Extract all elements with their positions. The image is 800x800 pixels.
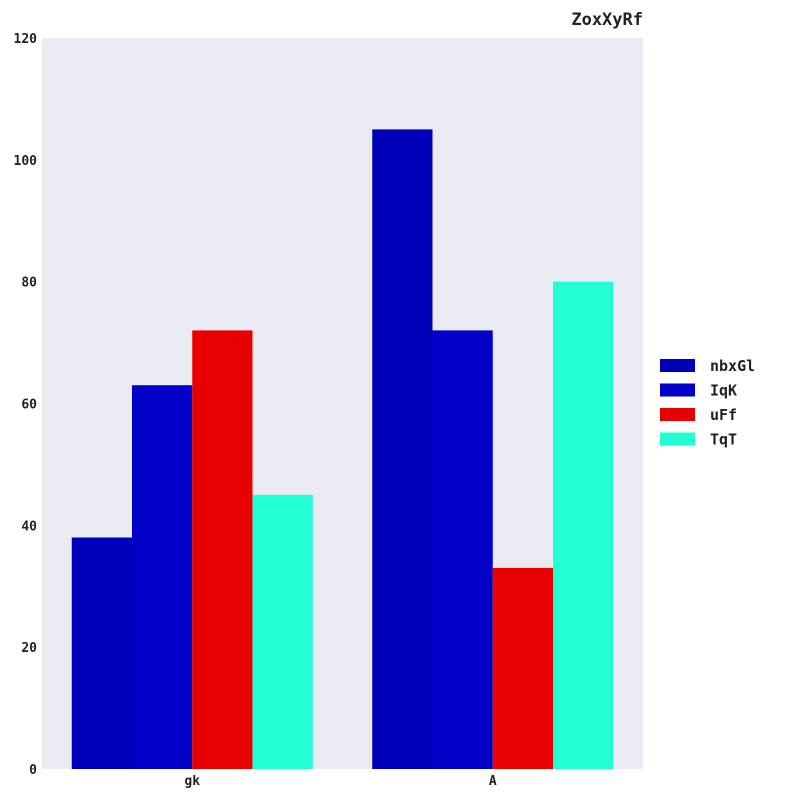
y-axis-ticks: 0 20 40 60 80 100 120 bbox=[14, 32, 38, 778]
legend-label-nbxGl: nbxGl bbox=[710, 357, 755, 375]
legend-swatch-nbxGl bbox=[660, 359, 695, 372]
x-tick-label: gk bbox=[184, 774, 200, 789]
legend-label-TqT: TqT bbox=[710, 431, 737, 449]
legend-swatch-uFf bbox=[660, 408, 695, 421]
bar-IqK-A bbox=[432, 330, 493, 769]
bar-nbxGl-A bbox=[372, 129, 433, 769]
bar-uFf-A bbox=[492, 567, 553, 769]
bar-IqK-gk bbox=[132, 385, 193, 769]
x-tick-label: A bbox=[489, 774, 497, 789]
bar-nbxGl-gk bbox=[71, 537, 132, 769]
y-tick-label: 80 bbox=[21, 276, 37, 291]
bar-TqT-gk bbox=[252, 494, 313, 769]
y-tick-label: 100 bbox=[14, 154, 38, 169]
legend-label-uFf: uFf bbox=[710, 406, 737, 424]
y-tick-label: 0 bbox=[29, 763, 37, 778]
y-tick-label: 20 bbox=[21, 641, 37, 656]
y-tick-label: 120 bbox=[14, 32, 38, 47]
bar-uFf-gk bbox=[192, 330, 253, 769]
legend-label-IqK: IqK bbox=[710, 382, 737, 400]
bar-TqT-A bbox=[553, 281, 614, 769]
chart-title: ZoxXyRf bbox=[571, 10, 643, 30]
y-tick-label: 60 bbox=[21, 398, 37, 413]
legend: nbxGl IqK uFf TqT bbox=[660, 357, 755, 449]
legend-swatch-TqT bbox=[660, 432, 695, 446]
bars bbox=[71, 129, 614, 769]
x-axis-ticks: gk A bbox=[184, 774, 496, 789]
legend-swatch-IqK bbox=[660, 383, 695, 397]
y-tick-label: 40 bbox=[21, 519, 37, 534]
